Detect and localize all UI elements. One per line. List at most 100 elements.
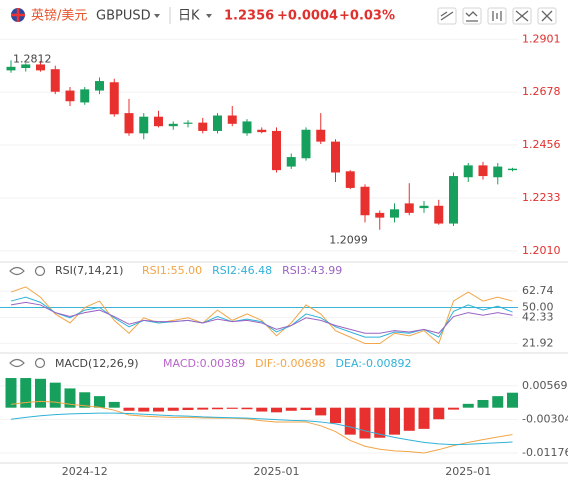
candle-body	[331, 141, 340, 173]
y-tick-label: 1.2678	[522, 85, 561, 98]
legend-entry: DIF:-0.00698	[255, 357, 325, 370]
candle-body	[109, 82, 119, 115]
candle-body	[463, 165, 473, 178]
macd-bar	[182, 407, 194, 410]
macd-bar	[507, 392, 518, 408]
period[interactable]: 日K	[178, 9, 200, 24]
macd-bar	[403, 407, 415, 431]
candle-body	[404, 203, 414, 213]
pair-name[interactable]: 英镑/美元	[31, 8, 87, 24]
macd-bar	[492, 396, 504, 408]
macd-bar	[49, 382, 61, 408]
indicator-line	[10, 296, 513, 338]
visibility-icon[interactable]	[9, 266, 25, 276]
macd-bar	[226, 407, 238, 409]
macd-bar	[374, 407, 386, 438]
macd-bar	[448, 407, 459, 410]
macd-bar	[123, 407, 135, 411]
candle-body	[242, 121, 252, 134]
candle-body	[478, 165, 488, 177]
change: +0.0004	[277, 9, 338, 24]
candle-body	[345, 171, 355, 188]
macd-bar	[197, 407, 209, 410]
min-annotation: 1.2099	[329, 234, 368, 247]
candle-body	[183, 122, 193, 124]
macd-bar	[418, 407, 430, 429]
y-tick-label: 62.74	[522, 284, 554, 297]
candle-body	[36, 64, 45, 71]
y-tick-label: 1.2010	[522, 244, 561, 257]
y-tick-label: 21.92	[522, 337, 554, 350]
macd-bar	[285, 407, 297, 411]
macd-bar	[20, 378, 32, 408]
macd-bar	[477, 399, 489, 408]
macd-bar	[167, 407, 179, 411]
macd-bar	[64, 388, 76, 408]
macd-bar	[241, 407, 253, 410]
x-tick-label: 2024-12	[62, 465, 108, 478]
candle-body	[272, 130, 281, 171]
flag-icon	[11, 8, 25, 22]
indicator-line	[10, 286, 513, 345]
macd-bar	[153, 407, 164, 412]
price: 1.2356	[224, 9, 274, 24]
candle-body	[168, 123, 178, 127]
candle-body	[6, 66, 16, 71]
candle-body	[286, 157, 296, 167]
candle-body	[257, 129, 267, 133]
macd-bar	[35, 378, 46, 408]
visibility-icon[interactable]	[9, 358, 25, 368]
legend-entry: RSI3:43.99	[282, 264, 342, 277]
macd-bar	[138, 407, 150, 412]
macd-bar	[94, 396, 105, 408]
x-tick-label: 2025-01	[445, 465, 491, 478]
candle-body	[139, 116, 149, 134]
draw-tool-button[interactable]	[437, 7, 457, 25]
y-tick-label: 50.00	[522, 301, 554, 314]
symbol[interactable]: GBPUSD	[96, 9, 151, 24]
candle-body	[154, 116, 163, 127]
candle-body	[316, 129, 326, 142]
macd-bar	[433, 407, 445, 420]
dropdown-icon[interactable]	[154, 14, 160, 18]
rsi-title: RSI(7,14,21)	[55, 264, 123, 277]
y-tick-label: -0.01176	[522, 446, 568, 459]
indicator-button[interactable]	[462, 7, 482, 25]
macd-bar	[344, 407, 356, 435]
settings-icon[interactable]	[34, 357, 46, 369]
dropdown-icon[interactable]	[206, 14, 212, 18]
macd-bar	[256, 407, 268, 412]
macd-bar	[330, 407, 341, 424]
y-tick-label: 42.33	[522, 310, 554, 323]
candle-body	[198, 122, 208, 131]
indicator-line	[10, 301, 513, 334]
macd-bar	[212, 407, 223, 410]
legend-entry: MACD:0.00389	[163, 357, 245, 370]
macd-bar	[315, 407, 327, 416]
macd-title: MACD(12,26,9)	[55, 357, 139, 370]
y-tick-label: 1.2456	[522, 138, 561, 151]
candle-body	[95, 81, 104, 91]
settings-button[interactable]	[537, 7, 557, 25]
indicator-line	[10, 400, 513, 454]
macd-bar	[5, 378, 17, 408]
candle-body	[80, 89, 90, 103]
candle-body	[227, 115, 237, 124]
macd-bar	[462, 403, 474, 408]
candle-body	[449, 176, 458, 224]
legend-entry: RSI2:46.48	[212, 264, 272, 277]
y-tick-label: 1.2233	[522, 191, 561, 204]
candle-body	[390, 209, 399, 218]
compare-button[interactable]	[487, 7, 507, 25]
fullscreen-button[interactable]	[512, 7, 532, 25]
macd-bar	[79, 392, 91, 408]
settings-icon[interactable]	[34, 265, 46, 277]
legend-entry: RSI1:55.00	[142, 264, 202, 277]
change-pct: +0.03%	[339, 9, 395, 24]
x-tick-label: 2025-01	[254, 465, 300, 478]
y-tick-label: -0.00304	[522, 412, 568, 425]
max-annotation: 1.2812	[13, 52, 52, 65]
macd-bar	[359, 407, 371, 439]
